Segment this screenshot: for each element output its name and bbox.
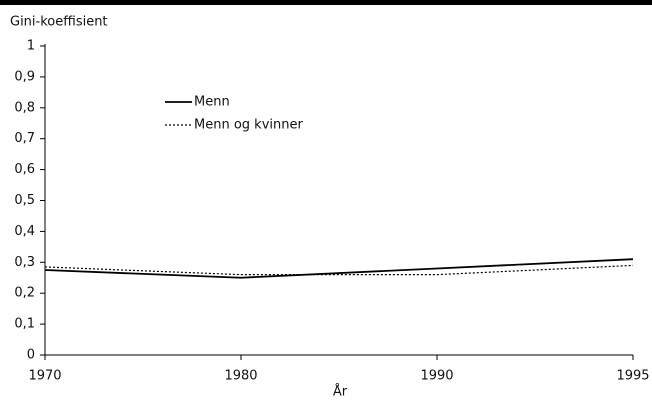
x-axis-label: År [333, 384, 348, 400]
series-line [44, 258, 634, 279]
y-tick-label: 0,9 [14, 69, 35, 84]
x-tick-label: 1970 [28, 369, 61, 384]
y-axis-label: Gini-koeffisient [10, 15, 108, 30]
y-tick-label: 0,8 [14, 100, 35, 115]
y-tick-label: 0,6 [14, 162, 35, 177]
y-tick-label: 0 [27, 348, 35, 363]
y-tick-label: 0,5 [14, 193, 35, 208]
x-tick-label: 1995 [616, 369, 649, 384]
legend-label: Menn [194, 95, 230, 110]
x-tick-label: 1980 [224, 369, 257, 384]
top-rule [0, 0, 652, 5]
legend-label: Menn og kvinner [194, 118, 303, 133]
y-tick-label: 0,7 [14, 131, 35, 146]
x-tick-label: 1990 [420, 369, 453, 384]
y-tick-label: 1 [27, 39, 35, 54]
y-tick-label: 0,1 [14, 317, 35, 332]
y-tick-label: 0,3 [14, 255, 35, 270]
y-tick-label: 0,4 [14, 224, 35, 239]
y-tick-label: 0,2 [14, 286, 35, 301]
